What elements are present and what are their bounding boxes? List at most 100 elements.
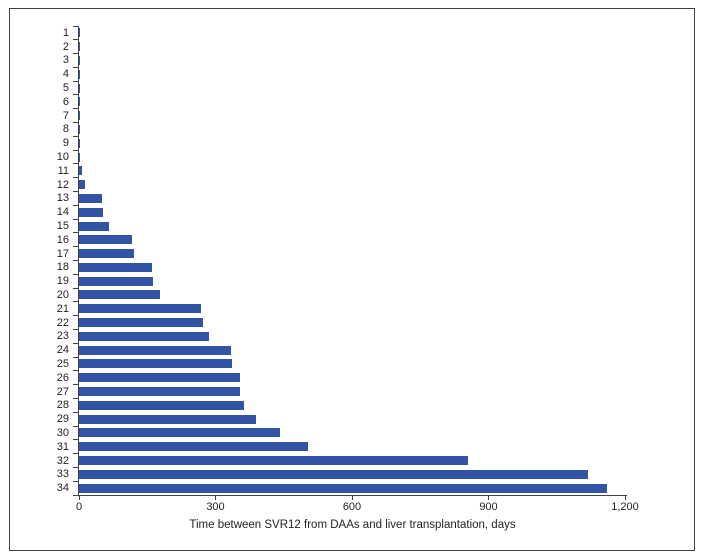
x-axis-line xyxy=(78,495,627,496)
bar xyxy=(79,166,82,176)
y-tick xyxy=(73,260,78,261)
y-tick-label: 17 xyxy=(56,247,69,260)
y-tick xyxy=(73,466,78,468)
y-tick-label: 31 xyxy=(56,440,69,453)
y-tick xyxy=(73,39,78,41)
bar xyxy=(79,207,103,217)
y-tick xyxy=(73,80,78,82)
bar xyxy=(79,483,607,493)
bar xyxy=(79,124,80,134)
y-axis-line xyxy=(78,26,79,495)
bar xyxy=(79,83,80,93)
y-tick-label: 29 xyxy=(56,413,69,426)
bar xyxy=(79,193,102,203)
x-tick xyxy=(351,495,353,500)
y-tick xyxy=(73,218,78,220)
x-tick xyxy=(78,495,80,500)
y-tick xyxy=(73,494,78,496)
y-tick xyxy=(73,425,78,427)
y-tick xyxy=(73,287,78,289)
y-tick-label: 5 xyxy=(62,82,69,95)
y-tick-label: 10 xyxy=(56,151,69,164)
y-tick xyxy=(73,53,78,55)
bar xyxy=(79,414,256,424)
y-tick-label: 16 xyxy=(56,233,69,246)
y-tick xyxy=(73,397,78,399)
bar xyxy=(79,55,80,65)
y-tick-label: 3 xyxy=(62,54,69,67)
y-tick xyxy=(73,273,78,275)
x-tick xyxy=(624,495,626,500)
bar xyxy=(79,345,231,355)
y-tick xyxy=(73,108,78,110)
y-tick-label: 22 xyxy=(56,316,69,329)
y-tick xyxy=(73,204,78,206)
bar xyxy=(79,111,80,121)
x-axis-title: Time between SVR12 from DAAs and liver t… xyxy=(189,519,516,531)
bar xyxy=(79,28,80,38)
bar xyxy=(79,138,80,148)
y-tick-label: 23 xyxy=(56,330,69,343)
x-tick-label: 1,200 xyxy=(611,501,639,513)
y-tick-label: 7 xyxy=(62,109,69,122)
bar xyxy=(79,262,152,272)
y-tick xyxy=(73,135,78,137)
bar xyxy=(79,69,80,79)
y-tick xyxy=(73,301,78,303)
y-tick xyxy=(73,384,78,386)
y-tick-label: 2 xyxy=(62,40,69,53)
y-tick-label: 8 xyxy=(62,123,69,136)
x-tick xyxy=(215,495,216,500)
y-tick xyxy=(73,25,78,27)
y-tick xyxy=(73,356,78,358)
y-tick-label: 21 xyxy=(56,302,69,315)
bar xyxy=(79,331,209,341)
y-tick-label: 14 xyxy=(56,206,69,219)
bar xyxy=(79,442,308,452)
bar xyxy=(79,400,244,410)
bar xyxy=(79,152,80,162)
y-tick xyxy=(73,411,78,413)
y-tick-label: 11 xyxy=(57,164,69,177)
y-tick xyxy=(73,232,78,234)
bar xyxy=(79,97,80,107)
y-tick-label: 1 xyxy=(62,26,69,39)
bar xyxy=(79,235,132,245)
y-tick-label: 13 xyxy=(56,192,69,205)
y-tick-label: 24 xyxy=(56,344,69,357)
y-tick xyxy=(73,453,78,455)
bar xyxy=(79,373,240,383)
bar xyxy=(79,42,80,52)
y-tick xyxy=(73,163,78,165)
x-tick-label: 600 xyxy=(342,501,362,513)
y-tick xyxy=(73,94,78,96)
y-tick-label: 18 xyxy=(56,261,69,274)
y-tick xyxy=(73,370,78,372)
y-tick-label: 12 xyxy=(56,178,69,191)
x-tick-label: 300 xyxy=(206,501,225,513)
bar xyxy=(79,456,468,465)
x-tick xyxy=(488,495,489,500)
bar xyxy=(79,469,588,479)
y-tick xyxy=(73,342,78,344)
y-tick xyxy=(73,66,78,68)
y-tick-label: 4 xyxy=(62,68,69,81)
y-tick-label: 27 xyxy=(56,385,69,398)
bar xyxy=(79,221,109,231)
y-tick-label: 20 xyxy=(56,288,69,301)
y-tick xyxy=(73,149,78,151)
bar xyxy=(79,304,201,314)
y-tick xyxy=(73,122,78,124)
y-tick xyxy=(73,439,78,441)
y-tick-label: 33 xyxy=(56,468,69,481)
bar xyxy=(79,290,160,300)
y-tick-label: 25 xyxy=(56,357,69,370)
y-tick xyxy=(73,328,78,330)
y-tick-label: 28 xyxy=(56,399,69,412)
y-tick-label: 19 xyxy=(56,275,69,288)
bar xyxy=(79,249,134,259)
y-tick-label: 32 xyxy=(56,454,69,467)
y-tick xyxy=(73,246,78,248)
